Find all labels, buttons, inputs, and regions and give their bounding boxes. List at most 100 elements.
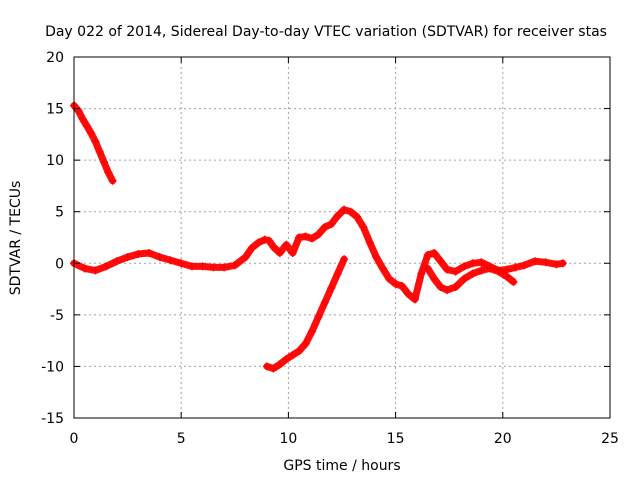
data-point xyxy=(520,261,529,270)
y-tick-label: 20 xyxy=(46,50,64,66)
chart-title: Day 022 of 2014, Sidereal Day-to-day VTE… xyxy=(45,24,607,40)
data-point xyxy=(477,266,486,275)
data-point xyxy=(209,263,218,272)
data-point xyxy=(451,267,460,276)
data-point xyxy=(80,264,89,273)
data-point xyxy=(187,262,196,271)
data-point xyxy=(443,286,452,295)
data-point xyxy=(314,230,323,239)
y-tick-label: 0 xyxy=(55,256,64,272)
data-point xyxy=(436,283,445,292)
data-point xyxy=(295,346,304,355)
data-point xyxy=(260,235,269,244)
data-point xyxy=(391,279,400,288)
data-point xyxy=(102,262,111,271)
series-arc-4 xyxy=(423,264,518,295)
data-point xyxy=(503,272,512,281)
data-point xyxy=(404,290,413,299)
data-point xyxy=(385,274,394,283)
data-point xyxy=(241,253,250,262)
data-point xyxy=(423,251,432,260)
data-point xyxy=(503,265,512,274)
data-point xyxy=(333,211,342,220)
series-trace xyxy=(70,102,117,185)
data-point xyxy=(460,274,469,283)
series-arc-1 xyxy=(70,101,117,185)
data-point xyxy=(177,259,186,268)
data-point xyxy=(265,236,274,245)
data-point xyxy=(378,264,387,273)
data-point xyxy=(410,295,419,304)
data-point xyxy=(372,253,381,262)
grid xyxy=(74,57,610,418)
series-arc-3 xyxy=(262,255,349,373)
x-tick-label: 5 xyxy=(177,431,186,447)
data-point xyxy=(477,258,486,267)
data-point xyxy=(509,277,518,286)
data-point xyxy=(155,253,164,262)
y-tick-label: 5 xyxy=(55,205,64,221)
data-point xyxy=(365,238,374,247)
data-point xyxy=(269,364,278,373)
data-point xyxy=(451,283,460,292)
data-point xyxy=(82,122,91,131)
data-point xyxy=(220,263,229,272)
data-point xyxy=(230,261,239,270)
data-point xyxy=(145,248,154,257)
data-point xyxy=(95,147,104,156)
data-point xyxy=(307,234,316,243)
series-trace xyxy=(424,264,517,294)
data-point xyxy=(552,260,561,269)
data-point xyxy=(320,298,329,307)
y-tick-label: -5 xyxy=(50,308,64,324)
data-point xyxy=(78,114,87,123)
data-point xyxy=(87,129,96,138)
data-point xyxy=(295,233,304,242)
data-point xyxy=(327,220,336,229)
data-point xyxy=(468,269,477,278)
x-tick-label: 20 xyxy=(494,431,512,447)
data-series xyxy=(70,101,567,373)
data-point xyxy=(247,243,256,252)
y-tick-label: 15 xyxy=(46,102,64,118)
data-point xyxy=(166,256,175,265)
data-point xyxy=(282,355,291,364)
series-trace xyxy=(70,206,567,303)
data-point xyxy=(320,223,329,232)
data-point xyxy=(74,106,83,115)
axis-ticks: 0 5 10 15 20 25 -15 -10 -5 0 5 10 15 20 xyxy=(41,50,619,447)
data-point xyxy=(282,240,291,249)
data-point xyxy=(340,255,349,264)
data-point xyxy=(423,264,432,273)
y-tick-label: -15 xyxy=(41,411,64,427)
data-point xyxy=(91,137,100,146)
data-point xyxy=(269,242,278,251)
data-point xyxy=(288,351,297,360)
data-point xyxy=(123,253,132,262)
y-axis-label: SDTVAR / TECUs xyxy=(8,181,24,296)
data-point xyxy=(301,339,310,348)
data-point xyxy=(541,258,550,267)
data-point xyxy=(530,257,539,266)
data-point xyxy=(108,176,117,185)
data-point xyxy=(398,281,407,290)
data-point xyxy=(443,265,452,274)
data-point xyxy=(346,207,355,216)
data-point xyxy=(327,284,336,293)
data-point xyxy=(314,312,323,321)
data-point xyxy=(353,212,362,221)
plot-frame xyxy=(73,56,611,419)
data-point xyxy=(262,362,271,371)
data-point xyxy=(275,360,284,369)
data-point xyxy=(301,232,310,241)
data-point xyxy=(198,262,207,271)
data-point xyxy=(430,248,439,257)
data-point xyxy=(100,158,109,167)
data-point xyxy=(417,269,426,278)
data-point xyxy=(307,327,316,336)
series-arc-2 xyxy=(70,205,567,304)
data-point xyxy=(254,238,263,247)
data-point xyxy=(494,267,503,276)
data-point xyxy=(436,257,445,266)
